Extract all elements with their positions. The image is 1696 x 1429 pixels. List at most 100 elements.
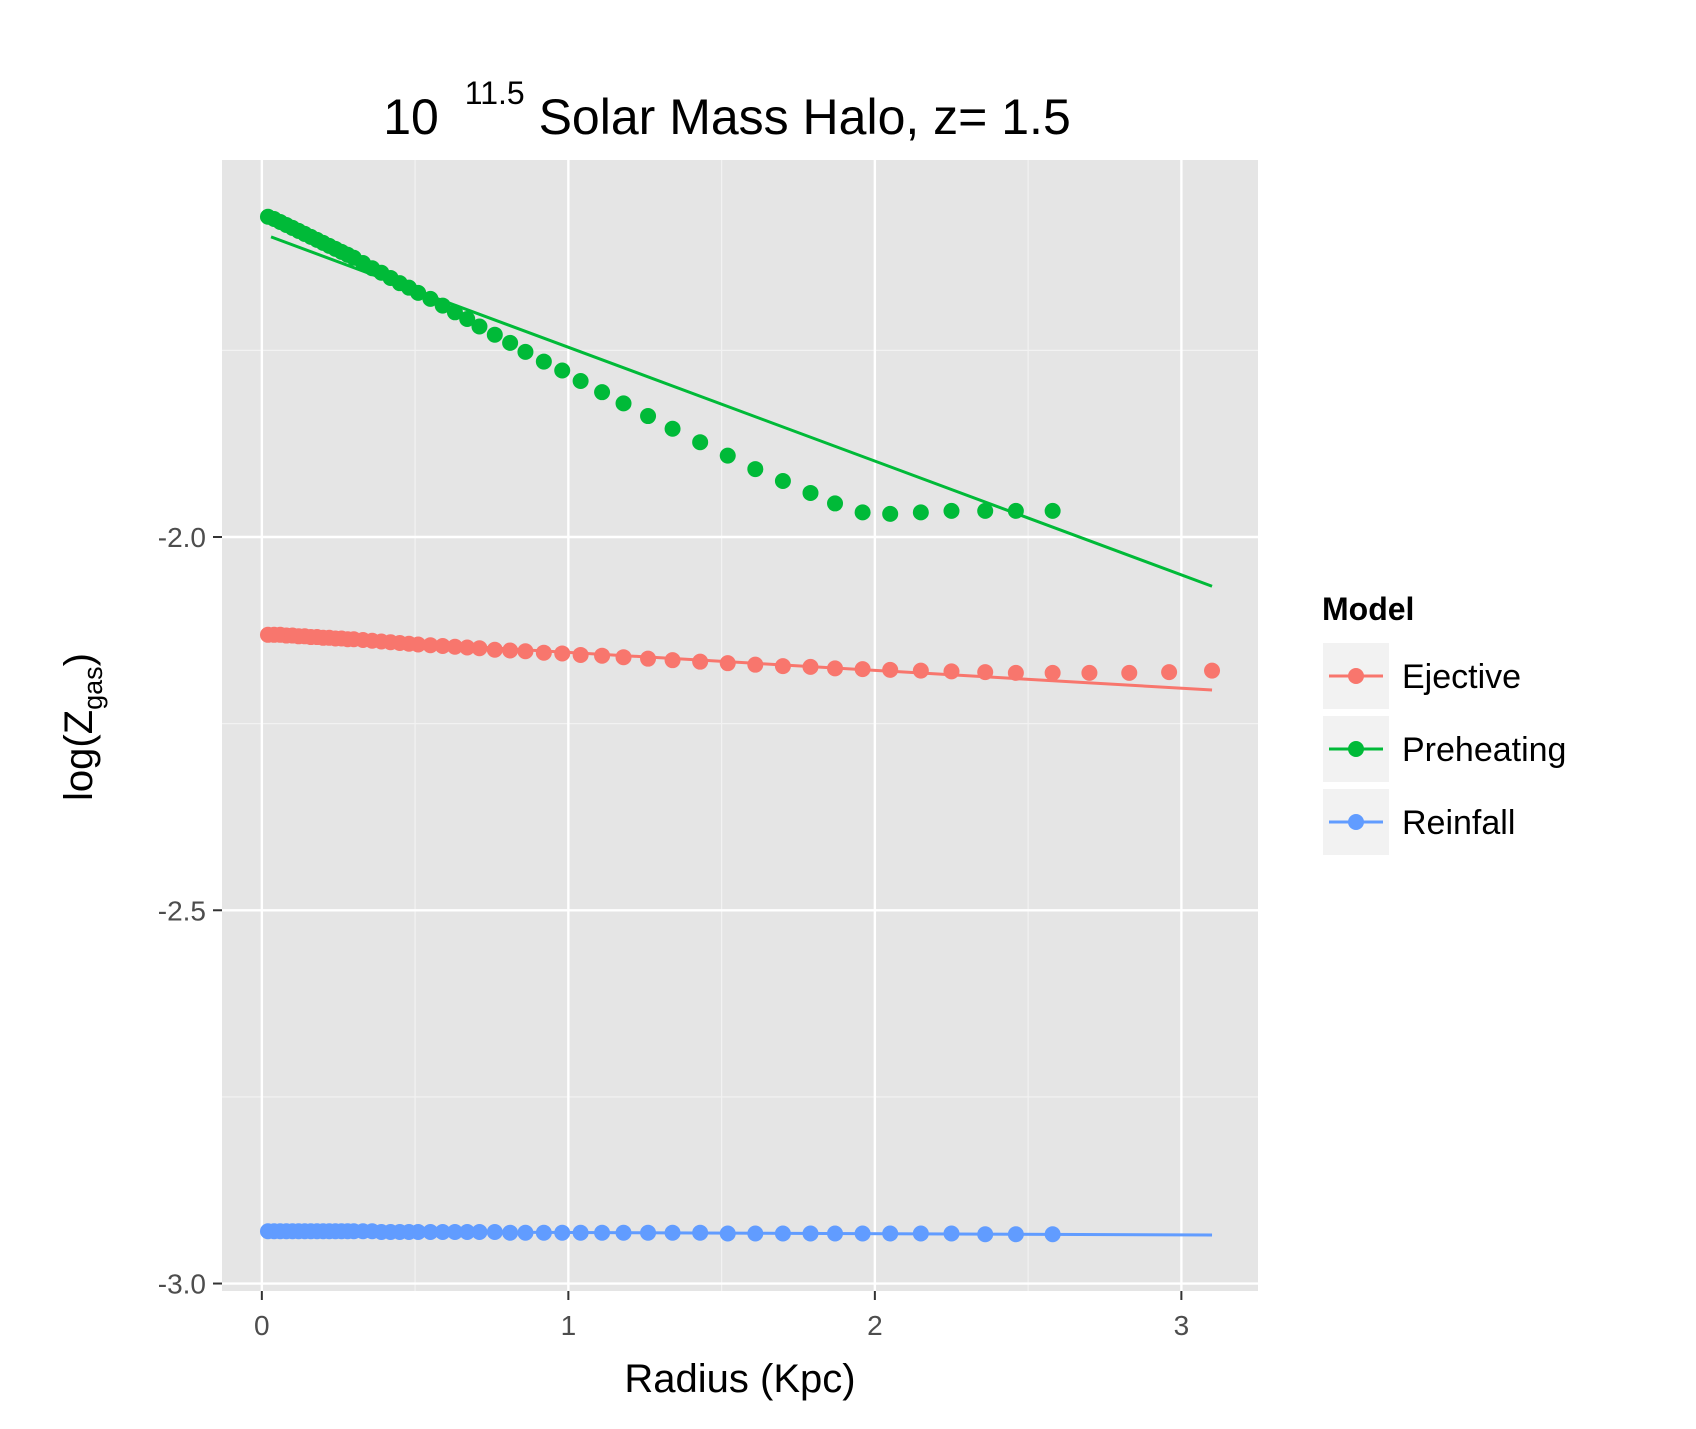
legend-label-ejective: Ejective	[1402, 658, 1521, 696]
data-point-ejective	[434, 637, 451, 654]
data-point-preheating	[594, 384, 611, 401]
data-point-reinfall	[422, 1224, 439, 1241]
y-tick-label: -2.5	[158, 895, 206, 926]
chart-title: 10 11.5 Solar Mass Halo, z= 1.5	[383, 59, 1071, 145]
data-point-reinfall	[802, 1225, 819, 1242]
data-point-reinfall	[517, 1224, 534, 1241]
data-point-ejective	[640, 650, 657, 667]
data-point-ejective	[664, 652, 681, 669]
plot-panel	[222, 160, 1258, 1291]
data-point-ejective	[459, 639, 476, 656]
legend-key-point	[1348, 741, 1364, 757]
data-point-ejective	[912, 662, 929, 679]
data-point-ejective	[502, 642, 519, 659]
data-point-preheating	[486, 326, 503, 343]
data-point-reinfall	[747, 1225, 764, 1242]
data-point-reinfall	[486, 1224, 503, 1241]
data-point-preheating	[471, 318, 488, 335]
data-point-reinfall	[664, 1224, 681, 1241]
data-point-reinfall	[1007, 1226, 1024, 1243]
data-point-preheating	[422, 290, 439, 307]
data-point-ejective	[747, 656, 764, 673]
data-point-preheating	[943, 502, 960, 519]
data-point-ejective	[882, 661, 899, 678]
data-point-ejective	[977, 664, 994, 681]
grid-minor	[222, 160, 1258, 1291]
legend-key-point	[1348, 814, 1364, 830]
data-point-reinfall	[434, 1224, 451, 1241]
data-point-preheating	[434, 297, 451, 314]
title-prefix: 10	[383, 89, 439, 145]
data-point-reinfall	[410, 1224, 427, 1241]
data-point-reinfall	[554, 1224, 571, 1241]
data-point-preheating	[802, 484, 819, 501]
y-tick-label: -3.0	[158, 1269, 206, 1300]
data-point-ejective	[615, 649, 632, 666]
data-point-preheating	[882, 505, 899, 522]
data-point-preheating	[774, 473, 791, 490]
data-point-preheating	[912, 504, 929, 521]
x-tick-label: 2	[867, 1310, 883, 1341]
data-point-preheating	[977, 502, 994, 519]
y-axis-title-main: log(Z	[57, 710, 101, 801]
grid-major	[222, 160, 1258, 1291]
data-point-ejective	[535, 644, 552, 661]
data-point-preheating	[410, 284, 427, 301]
legend-key-point	[1348, 668, 1364, 684]
data-point-reinfall	[594, 1224, 611, 1241]
data-point-reinfall	[446, 1224, 463, 1241]
data-point-preheating	[446, 304, 463, 321]
data-point-ejective	[1081, 664, 1098, 681]
data-point-preheating	[747, 461, 764, 478]
data-point-preheating	[1007, 502, 1024, 519]
data-point-reinfall	[719, 1225, 736, 1242]
legend-key-preheating	[1321, 714, 1391, 784]
data-point-preheating	[692, 434, 709, 451]
data-point-ejective	[572, 646, 589, 663]
data-point-preheating	[572, 372, 589, 389]
y-tick-label: -2.0	[158, 522, 206, 553]
data-point-ejective	[854, 661, 871, 678]
data-point-reinfall	[535, 1224, 552, 1241]
x-axis-title: Radius (Kpc)	[624, 1357, 855, 1401]
data-point-ejective	[486, 641, 503, 658]
data-point-reinfall	[882, 1225, 899, 1242]
data-point-preheating	[719, 447, 736, 464]
data-point-preheating	[517, 343, 534, 360]
data-point-reinfall	[1044, 1226, 1061, 1243]
data-point-ejective	[827, 660, 844, 677]
data-point-reinfall	[854, 1225, 871, 1242]
legend-label-reinfall: Reinfall	[1402, 804, 1515, 842]
data-point-preheating	[854, 504, 871, 521]
data-point-reinfall	[572, 1224, 589, 1241]
data-point-ejective	[774, 658, 791, 675]
svg-text:log(Zgas): log(Zgas)	[57, 653, 108, 801]
y-axis-title-close: )	[57, 653, 101, 666]
data-point-ejective	[471, 640, 488, 657]
legend-key-reinfall	[1321, 787, 1391, 857]
data-point-reinfall	[774, 1225, 791, 1242]
data-points	[259, 208, 1221, 1243]
data-point-reinfall	[502, 1224, 519, 1241]
data-point-ejective	[943, 663, 960, 680]
data-point-preheating	[502, 334, 519, 351]
data-point-reinfall	[912, 1225, 929, 1242]
y-axis: -3.0 -2.5 -2.0	[158, 522, 222, 1300]
x-tick-label: 1	[561, 1310, 577, 1341]
data-point-ejective	[1007, 664, 1024, 681]
data-point-preheating	[459, 311, 476, 328]
legend: Model Ejective Preheating Reinfall	[1321, 591, 1566, 857]
data-point-ejective	[594, 647, 611, 664]
data-point-ejective	[410, 636, 427, 653]
title-superscript: 11.5	[465, 75, 525, 111]
x-tick-label: 3	[1174, 1310, 1190, 1341]
data-point-reinfall	[640, 1224, 657, 1241]
data-point-reinfall	[471, 1224, 488, 1241]
y-axis-title-sub: gas	[78, 666, 108, 710]
title-suffix: Solar Mass Halo, z= 1.5	[539, 89, 1071, 145]
data-point-ejective	[802, 658, 819, 675]
data-point-reinfall	[943, 1225, 960, 1242]
data-point-ejective	[692, 653, 709, 670]
data-point-preheating	[640, 408, 657, 425]
